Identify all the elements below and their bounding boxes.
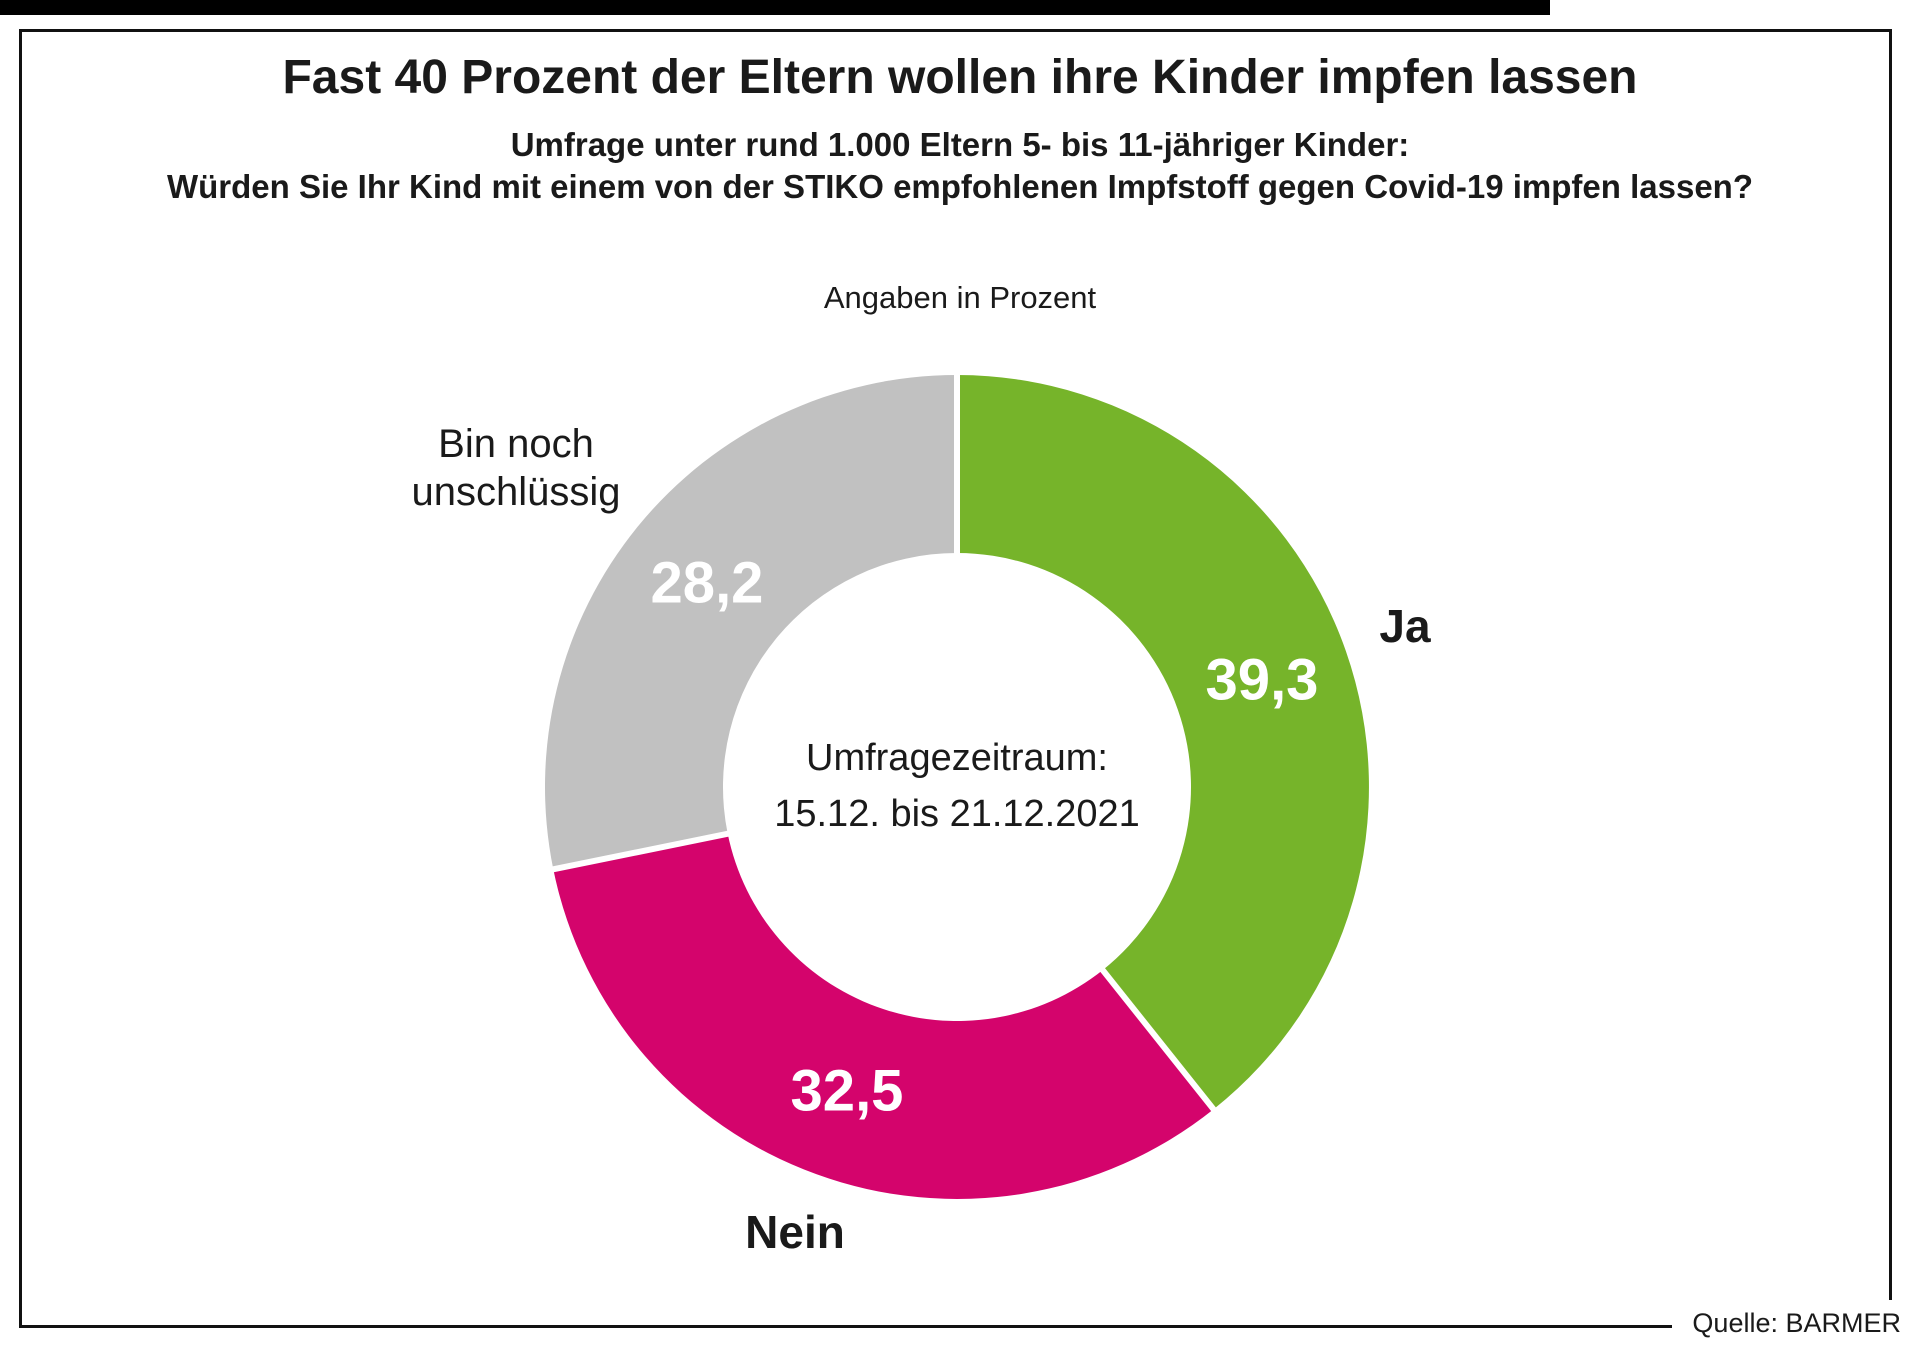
center-text-line1: Umfragezeitraum: [806,737,1108,779]
segment-name-label-line: unschlüssig [411,470,621,514]
segment-value-label: 32,5 [790,1058,904,1124]
segment-separator [550,784,958,873]
top-bar [0,0,1550,15]
chart-subtitle-line2: Würden Sie Ihr Kind mit einem von der ST… [166,168,1753,205]
segment-separator [954,785,1218,1113]
segment-name-label: Ja [1379,600,1431,652]
donut-segment-ja [957,375,1369,1110]
unit-note: Angaben in Prozent [823,280,1097,315]
donut-segment-bin-noch-unschluessig [544,375,957,870]
chart-frame [19,29,1892,1328]
donut-segment-nein [553,833,1214,1199]
chart-title: Fast 40 Prozent der Eltern wollen ihre K… [282,51,1638,104]
chart-subtitle-line1: Umfrage unter rund 1.000 Eltern 5- bis 1… [510,126,1410,163]
segment-name-label: Bin noch unschlüssig [411,420,620,516]
segment-value-label: 39,3 [1205,647,1319,713]
segment-name-label-line: Bin noch [438,422,594,466]
segment-name-label: Nein [745,1206,845,1258]
segment-value-label: 28,2 [650,550,764,616]
center-text-line2: 15.12. bis 21.12.2021 [774,793,1140,835]
source-label: Quelle: BARMER [1672,1300,1907,1346]
donut-center-text: Umfragezeitraum: 15.12. bis 21.12.2021 [774,730,1140,842]
